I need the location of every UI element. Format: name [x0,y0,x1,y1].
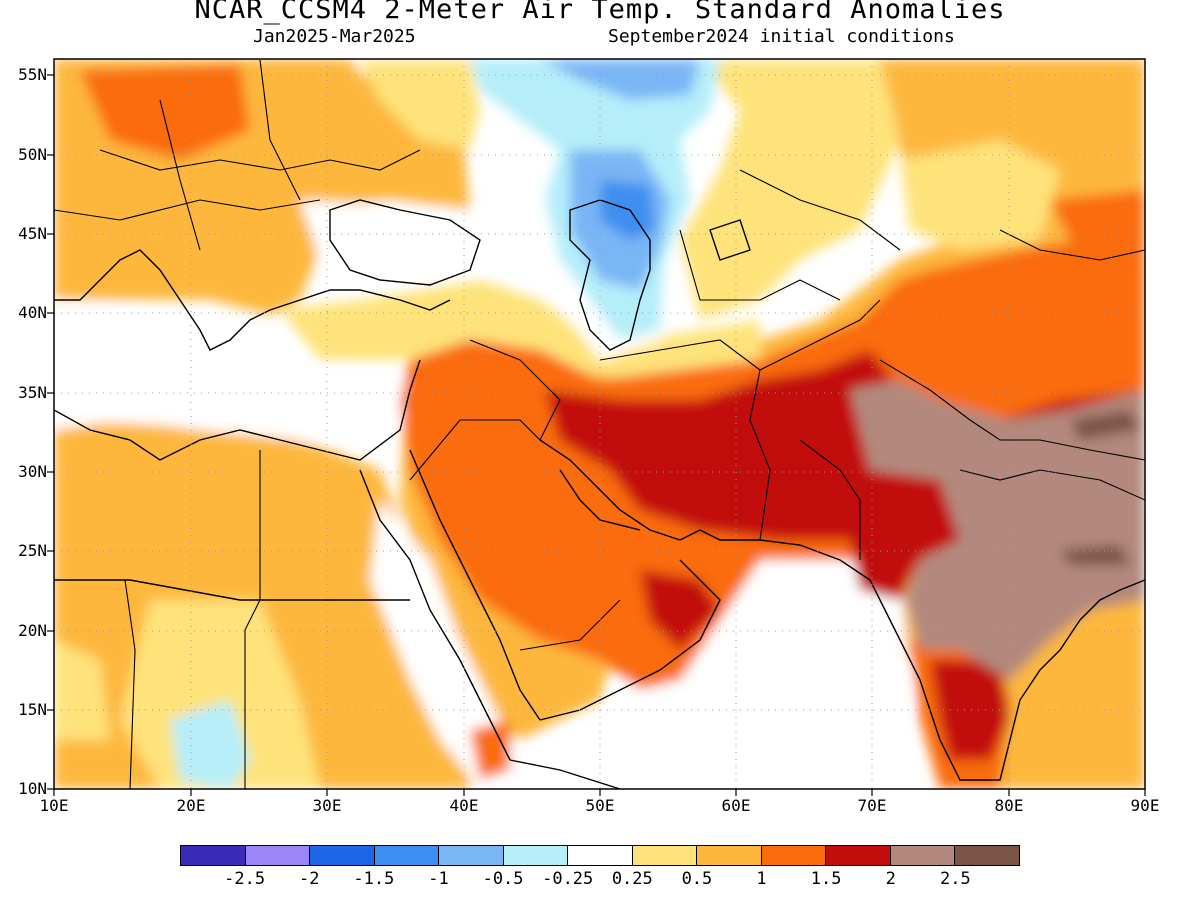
lat-label-40n: 40N [18,303,47,322]
legend-swatch [181,846,246,865]
chart-title: NCAR_CCSM4 2-Meter Air Temp. Standard An… [194,0,1006,25]
legend-swatch [568,846,633,865]
legend-label: -0.25 [542,869,594,889]
lon-label-40e: 40E [449,796,479,815]
legend-label: -1 [428,869,449,889]
legend-swatch [632,846,698,865]
coastlines [54,199,1145,789]
legend-swatch [439,846,504,865]
legend-swatch [697,846,762,865]
lon-label-50e: 50E [585,796,615,815]
lat-label-10n: 10N [18,779,47,798]
legend-swatch [890,846,956,865]
legend-swatch [826,846,891,865]
legend-label: 2.5 [940,869,971,889]
lat-label-50n: 50N [18,145,47,164]
legend-label: 1.5 [810,869,842,889]
legend-label: 0.5 [681,869,713,889]
lat-label-20n: 20N [18,621,47,640]
lon-label-30e: 30E [312,796,342,815]
lat-label-30n: 30N [18,462,47,481]
legend-swatch [761,846,827,865]
lon-label-60e: 60E [721,796,751,815]
legend-swatch [503,846,569,865]
legend-swatch [245,846,311,865]
lon-label-70e: 70E [857,796,887,815]
lon-label-20e: 20E [176,796,206,815]
legend-label: -2 [298,869,320,889]
country-borders [54,59,1145,789]
lon-label-80e: 80E [994,796,1024,815]
grid-lines [54,59,1145,789]
chart-subtitle-initial-conditions: September2024 initial conditions [608,26,955,47]
legend-label: -0.5 [482,869,524,889]
legend-swatch [374,846,440,865]
lat-label-45n: 45N [18,224,47,243]
lon-label-10e: 10E [39,796,69,815]
lat-label-15n: 15N [18,700,47,719]
lon-label-90e: 90E [1130,796,1160,815]
axis-ticks [47,74,1146,796]
legend-label: -2.5 [224,869,266,889]
legend-label: 0.25 [611,869,653,889]
legend-label: 1 [756,869,767,889]
lat-label-25n: 25N [18,541,47,560]
lat-label-55n: 55N [18,65,47,84]
chart-subtitle-period: Jan2025-Mar2025 [253,26,416,47]
legend-swatch [955,846,1019,865]
legend-label: 2 [885,869,896,889]
legend-label: -1.5 [353,869,395,889]
color-legend [180,845,1020,866]
legend-swatch [310,846,375,865]
lat-label-35n: 35N [18,383,47,402]
